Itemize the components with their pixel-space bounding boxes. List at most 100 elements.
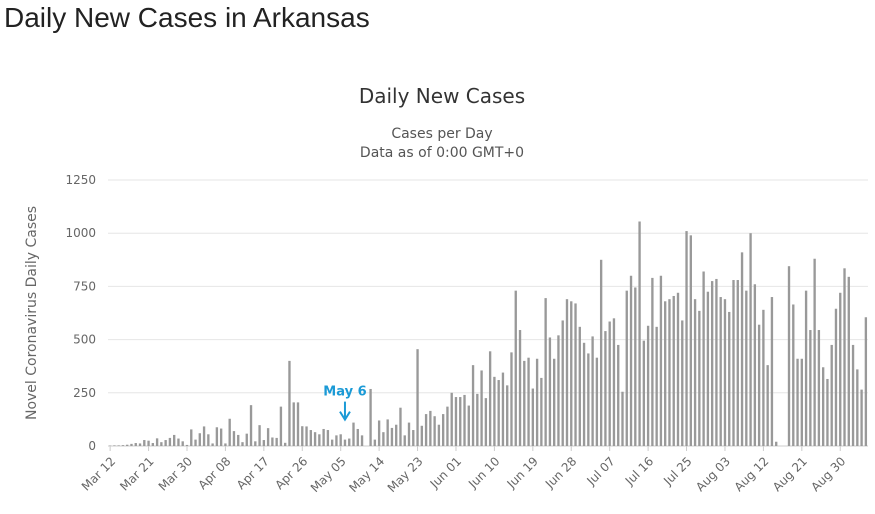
bar (578, 326, 581, 446)
bar (553, 358, 556, 446)
bar (753, 284, 757, 446)
bar (685, 231, 688, 446)
annotation-arrow-head (339, 411, 351, 422)
bar (454, 397, 458, 446)
bar (706, 291, 710, 446)
bar (591, 336, 594, 446)
bar (484, 398, 488, 446)
bar (467, 405, 470, 446)
bar (185, 444, 189, 446)
bar (377, 420, 381, 446)
bar (651, 277, 654, 446)
bar (164, 440, 167, 446)
bar (232, 431, 236, 446)
bar (343, 439, 347, 446)
bar (830, 344, 833, 446)
bar (407, 422, 411, 446)
bar (305, 426, 308, 446)
bar (540, 377, 543, 446)
bar (143, 440, 146, 446)
bar (723, 299, 727, 446)
y-tick-label: 1250 (65, 173, 96, 187)
bar (463, 394, 466, 446)
bar (672, 295, 675, 446)
bar (792, 304, 795, 446)
bar (151, 443, 155, 446)
y-tick-label: 1000 (65, 226, 96, 240)
bar (506, 385, 509, 446)
bar (322, 428, 325, 446)
bar (399, 407, 402, 446)
y-axis-ticks: 0 250 500 750 1000 1250 (65, 173, 96, 453)
x-tick-label: Jun 28 (542, 454, 579, 491)
bar (296, 402, 300, 446)
bar (621, 391, 624, 446)
bar (262, 440, 266, 446)
x-tick-label: Jun 01 (427, 454, 464, 491)
bar (390, 427, 394, 446)
bar (326, 430, 330, 446)
bar (202, 426, 206, 446)
bar (587, 353, 590, 446)
bar (476, 393, 479, 446)
bar (241, 442, 244, 446)
bar (574, 303, 577, 446)
bar (775, 441, 778, 446)
bar (480, 370, 483, 446)
bar (330, 439, 334, 446)
x-tick-label: Aug 03 (693, 454, 733, 494)
x-tick-label: Jun 19 (504, 454, 541, 491)
bar (313, 432, 317, 446)
x-tick-label: Mar 12 (79, 454, 118, 493)
bar (749, 233, 752, 446)
bar (416, 349, 419, 446)
bar (599, 259, 603, 446)
bar (659, 275, 663, 446)
bar (817, 330, 821, 446)
bar (360, 435, 364, 446)
bar (548, 337, 552, 446)
bar (646, 325, 650, 446)
annotation: May 6 (323, 385, 367, 422)
bar (215, 427, 219, 446)
bar (181, 441, 184, 446)
bar (386, 419, 389, 446)
bar (228, 418, 231, 446)
bar (271, 437, 274, 446)
bar (382, 432, 385, 446)
bar (437, 424, 441, 446)
bar (710, 281, 714, 446)
x-tick-label: Apr 08 (195, 454, 233, 492)
bar (604, 331, 607, 446)
bar (121, 445, 125, 446)
bar (668, 299, 671, 446)
bar (527, 357, 530, 446)
bar (860, 389, 863, 446)
bar (719, 297, 722, 446)
bar (608, 321, 611, 446)
bar (732, 280, 735, 446)
bar (134, 443, 137, 446)
bar (130, 443, 133, 446)
x-tick-label: Jul 25 (660, 454, 694, 488)
bar (318, 434, 321, 446)
bar (664, 301, 667, 446)
bar (642, 340, 646, 446)
bar (301, 426, 304, 446)
bar (147, 440, 150, 446)
y-axis-title: Novel Coronavirus Daily Cases (24, 206, 40, 420)
bar (309, 430, 312, 446)
x-tick-label: Jul 07 (583, 454, 617, 488)
bar (745, 290, 748, 446)
bar (856, 369, 859, 446)
bar (254, 441, 257, 446)
x-tick-label: Apr 17 (234, 454, 272, 492)
x-tick-label: Aug 21 (770, 454, 810, 494)
bar (173, 434, 176, 446)
bar (356, 428, 359, 446)
bar (740, 252, 744, 446)
bar (194, 439, 197, 446)
bar (249, 405, 253, 446)
bar (804, 290, 808, 446)
bar (258, 425, 261, 446)
